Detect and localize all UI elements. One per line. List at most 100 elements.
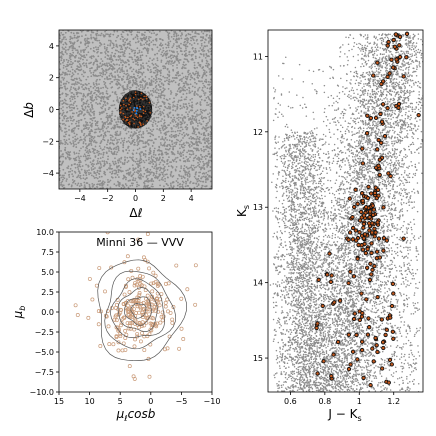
- field-star-point: [143, 36, 145, 39]
- field-star-point: [78, 157, 81, 160]
- field-star-point: [122, 39, 125, 41]
- field-star-point: [136, 134, 139, 137]
- pm-star-point: [148, 327, 153, 332]
- cluster-star-point: [120, 114, 123, 117]
- cmd-field-star-point: [373, 372, 376, 374]
- pm-star-point: [166, 309, 170, 314]
- field-star-point: [80, 119, 82, 121]
- field-star-point: [129, 81, 132, 84]
- field-star-point: [168, 74, 171, 77]
- field-star-point: [183, 58, 186, 60]
- cmd-field-star-point: [287, 314, 289, 317]
- cmd-field-star-point: [408, 389, 410, 392]
- field-star-point: [196, 185, 199, 188]
- field-star-point: [67, 153, 69, 156]
- field-star-point: [62, 64, 65, 67]
- field-star-point: [178, 46, 181, 49]
- field-star-point: [156, 57, 159, 60]
- field-star-point: [120, 61, 122, 64]
- field-star-point: [148, 139, 151, 141]
- field-star-point: [170, 36, 173, 38]
- field-star-point: [110, 104, 113, 107]
- field-star-point: [117, 171, 120, 173]
- field-star-point: [134, 77, 137, 80]
- field-star-point: [169, 93, 172, 95]
- field-star-point: [155, 172, 158, 175]
- field-star-point: [159, 169, 161, 172]
- field-star-point: [82, 75, 85, 78]
- cmd-field-star-point: [296, 356, 299, 359]
- field-star-point: [155, 80, 158, 83]
- field-star-point: [72, 175, 74, 178]
- cmd-field-star-point: [322, 334, 325, 336]
- field-star-point: [136, 148, 139, 151]
- field-star-point: [76, 95, 79, 98]
- cluster-star-point: [145, 115, 148, 118]
- field-star-point: [131, 70, 133, 73]
- field-star-point: [110, 114, 113, 117]
- cmd-field-star-point: [287, 264, 289, 267]
- field-star-point: [137, 72, 140, 75]
- field-star-point: [177, 119, 180, 121]
- field-star-point: [102, 98, 105, 100]
- field-star-point: [95, 101, 97, 104]
- field-star-point: [82, 177, 85, 180]
- field-star-point: [206, 138, 209, 141]
- cmd-field-star-point: [296, 242, 299, 245]
- field-star-point: [188, 87, 191, 90]
- pm-star-point: [146, 302, 151, 307]
- cmd-field-star-point: [290, 210, 293, 213]
- field-star-point: [146, 82, 148, 84]
- field-star-point: [79, 92, 81, 94]
- field-star-point: [199, 80, 201, 83]
- field-star-point: [186, 88, 188, 91]
- field-star-point: [102, 136, 105, 139]
- field-star-point: [205, 97, 208, 99]
- field-star-point: [150, 79, 153, 82]
- field-star-point: [111, 86, 114, 89]
- cmd-field-star-point: [368, 355, 370, 357]
- sky-map-xtick-label: 0: [133, 194, 138, 203]
- field-star-point: [195, 166, 198, 168]
- field-star-point: [183, 169, 186, 172]
- field-star-point: [136, 171, 138, 173]
- field-star-point: [92, 175, 95, 178]
- field-star-point: [202, 47, 205, 49]
- field-star-point: [72, 142, 75, 145]
- field-star-point: [159, 43, 162, 46]
- field-star-point: [68, 40, 71, 43]
- field-star-point: [86, 37, 89, 40]
- cmd-field-star-point: [369, 147, 371, 150]
- cluster-star-point: [122, 109, 124, 112]
- field-star-point: [146, 43, 148, 46]
- member-star-point: [125, 104, 127, 107]
- cmd-field-star-point: [409, 242, 411, 244]
- field-star-point: [77, 125, 80, 128]
- field-star-point: [144, 141, 147, 143]
- field-star-point: [116, 109, 119, 112]
- field-star-point: [176, 103, 179, 106]
- cmd-field-star-point: [304, 279, 306, 282]
- field-star-point: [152, 67, 155, 69]
- field-star-point: [111, 170, 114, 173]
- field-star-point: [205, 39, 207, 41]
- field-star-point: [202, 53, 205, 56]
- field-star-point: [100, 72, 103, 75]
- cluster-star-point: [145, 112, 148, 115]
- field-star-point: [163, 132, 166, 135]
- field-star-point: [208, 34, 211, 37]
- field-star-point: [186, 75, 189, 78]
- field-star-point: [77, 127, 80, 130]
- field-star-point: [186, 45, 189, 48]
- field-star-point: [155, 66, 157, 69]
- field-star-point: [205, 129, 208, 132]
- cmd-field-star-point: [353, 343, 356, 346]
- vpd-ytick-label: 7.5: [41, 248, 54, 257]
- field-star-point: [204, 158, 207, 160]
- field-star-point: [124, 159, 126, 162]
- field-star-point: [173, 60, 176, 63]
- field-star-point: [140, 178, 142, 180]
- field-star-point: [197, 164, 199, 167]
- cmd-field-star-point: [288, 199, 291, 202]
- field-star-point: [184, 160, 187, 163]
